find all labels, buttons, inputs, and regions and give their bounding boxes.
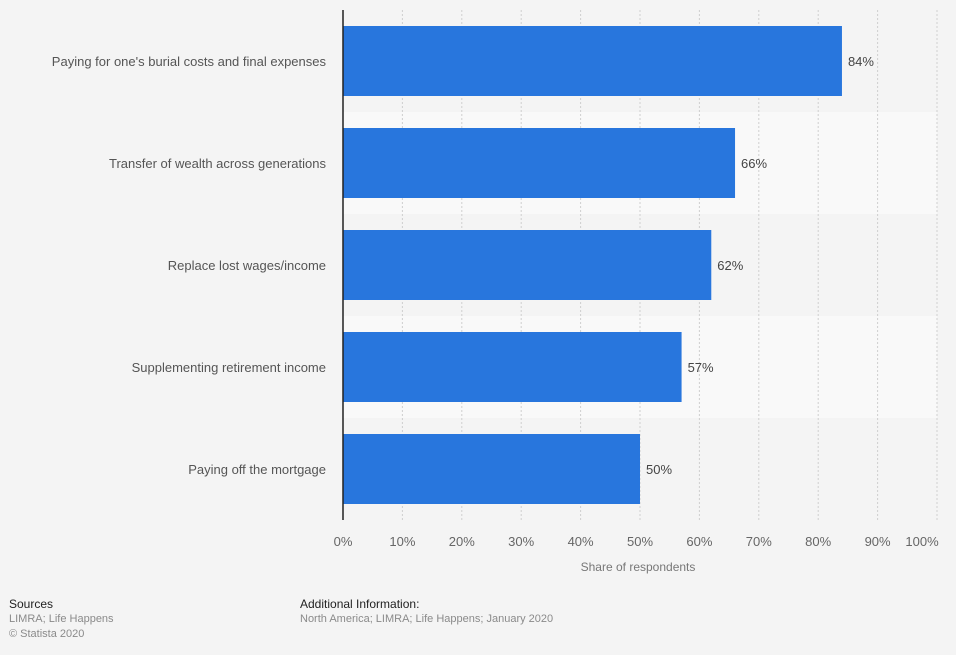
value-label: 84% — [848, 54, 874, 69]
category-label: Transfer of wealth across generations — [109, 156, 327, 171]
bars — [343, 26, 842, 504]
x-tick-label: 70% — [746, 534, 772, 549]
x-tick-label: 40% — [568, 534, 594, 549]
bar[interactable] — [343, 128, 736, 198]
x-tick-label: 90% — [865, 534, 891, 549]
value-label: 66% — [741, 156, 767, 171]
value-label: 57% — [688, 360, 714, 375]
x-tick-label: 20% — [449, 534, 475, 549]
bar[interactable] — [343, 434, 640, 504]
sources-block: Sources LIMRA; Life Happens © Statista 2… — [9, 597, 114, 642]
bar[interactable] — [343, 26, 842, 96]
additional-info-heading: Additional Information: — [300, 597, 420, 611]
x-tick-label: 60% — [686, 534, 712, 549]
additional-info-text: North America; LIMRA; Life Happens; Janu… — [300, 613, 554, 625]
x-tick-label: 80% — [805, 534, 831, 549]
value-labels: 84% 66% 62% 57% 50% — [646, 54, 874, 477]
x-tick-label: 50% — [627, 534, 653, 549]
value-label: 62% — [717, 258, 743, 273]
category-label: Replace lost wages/income — [168, 258, 326, 273]
bar-chart: Paying for one's burial costs and final … — [52, 10, 939, 574]
category-label: Paying for one's burial costs and final … — [52, 54, 327, 69]
category-label: Paying off the mortgage — [188, 462, 326, 477]
x-tick-labels: 0% 10% 20% 30% 40% 50% 60% 70% 80% 90% 100% — [334, 534, 939, 549]
additional-info-block: Additional Information: North America; L… — [300, 597, 553, 627]
x-tick-label: 10% — [389, 534, 415, 549]
category-label: Supplementing retirement income — [132, 360, 326, 375]
x-tick-label: 100% — [905, 534, 939, 549]
sources-text[interactable]: LIMRA; Life Happens — [9, 613, 114, 625]
category-labels: Paying for one's burial costs and final … — [52, 54, 327, 477]
value-label: 50% — [646, 462, 672, 477]
x-axis-title: Share of respondents — [581, 560, 696, 574]
sources-heading: Sources — [9, 597, 54, 611]
bar[interactable] — [343, 332, 682, 402]
bar[interactable] — [343, 230, 712, 300]
x-tick-label: 30% — [508, 534, 534, 549]
x-tick-label: 0% — [334, 534, 353, 549]
copyright-text: © Statista 2020 — [9, 628, 85, 640]
